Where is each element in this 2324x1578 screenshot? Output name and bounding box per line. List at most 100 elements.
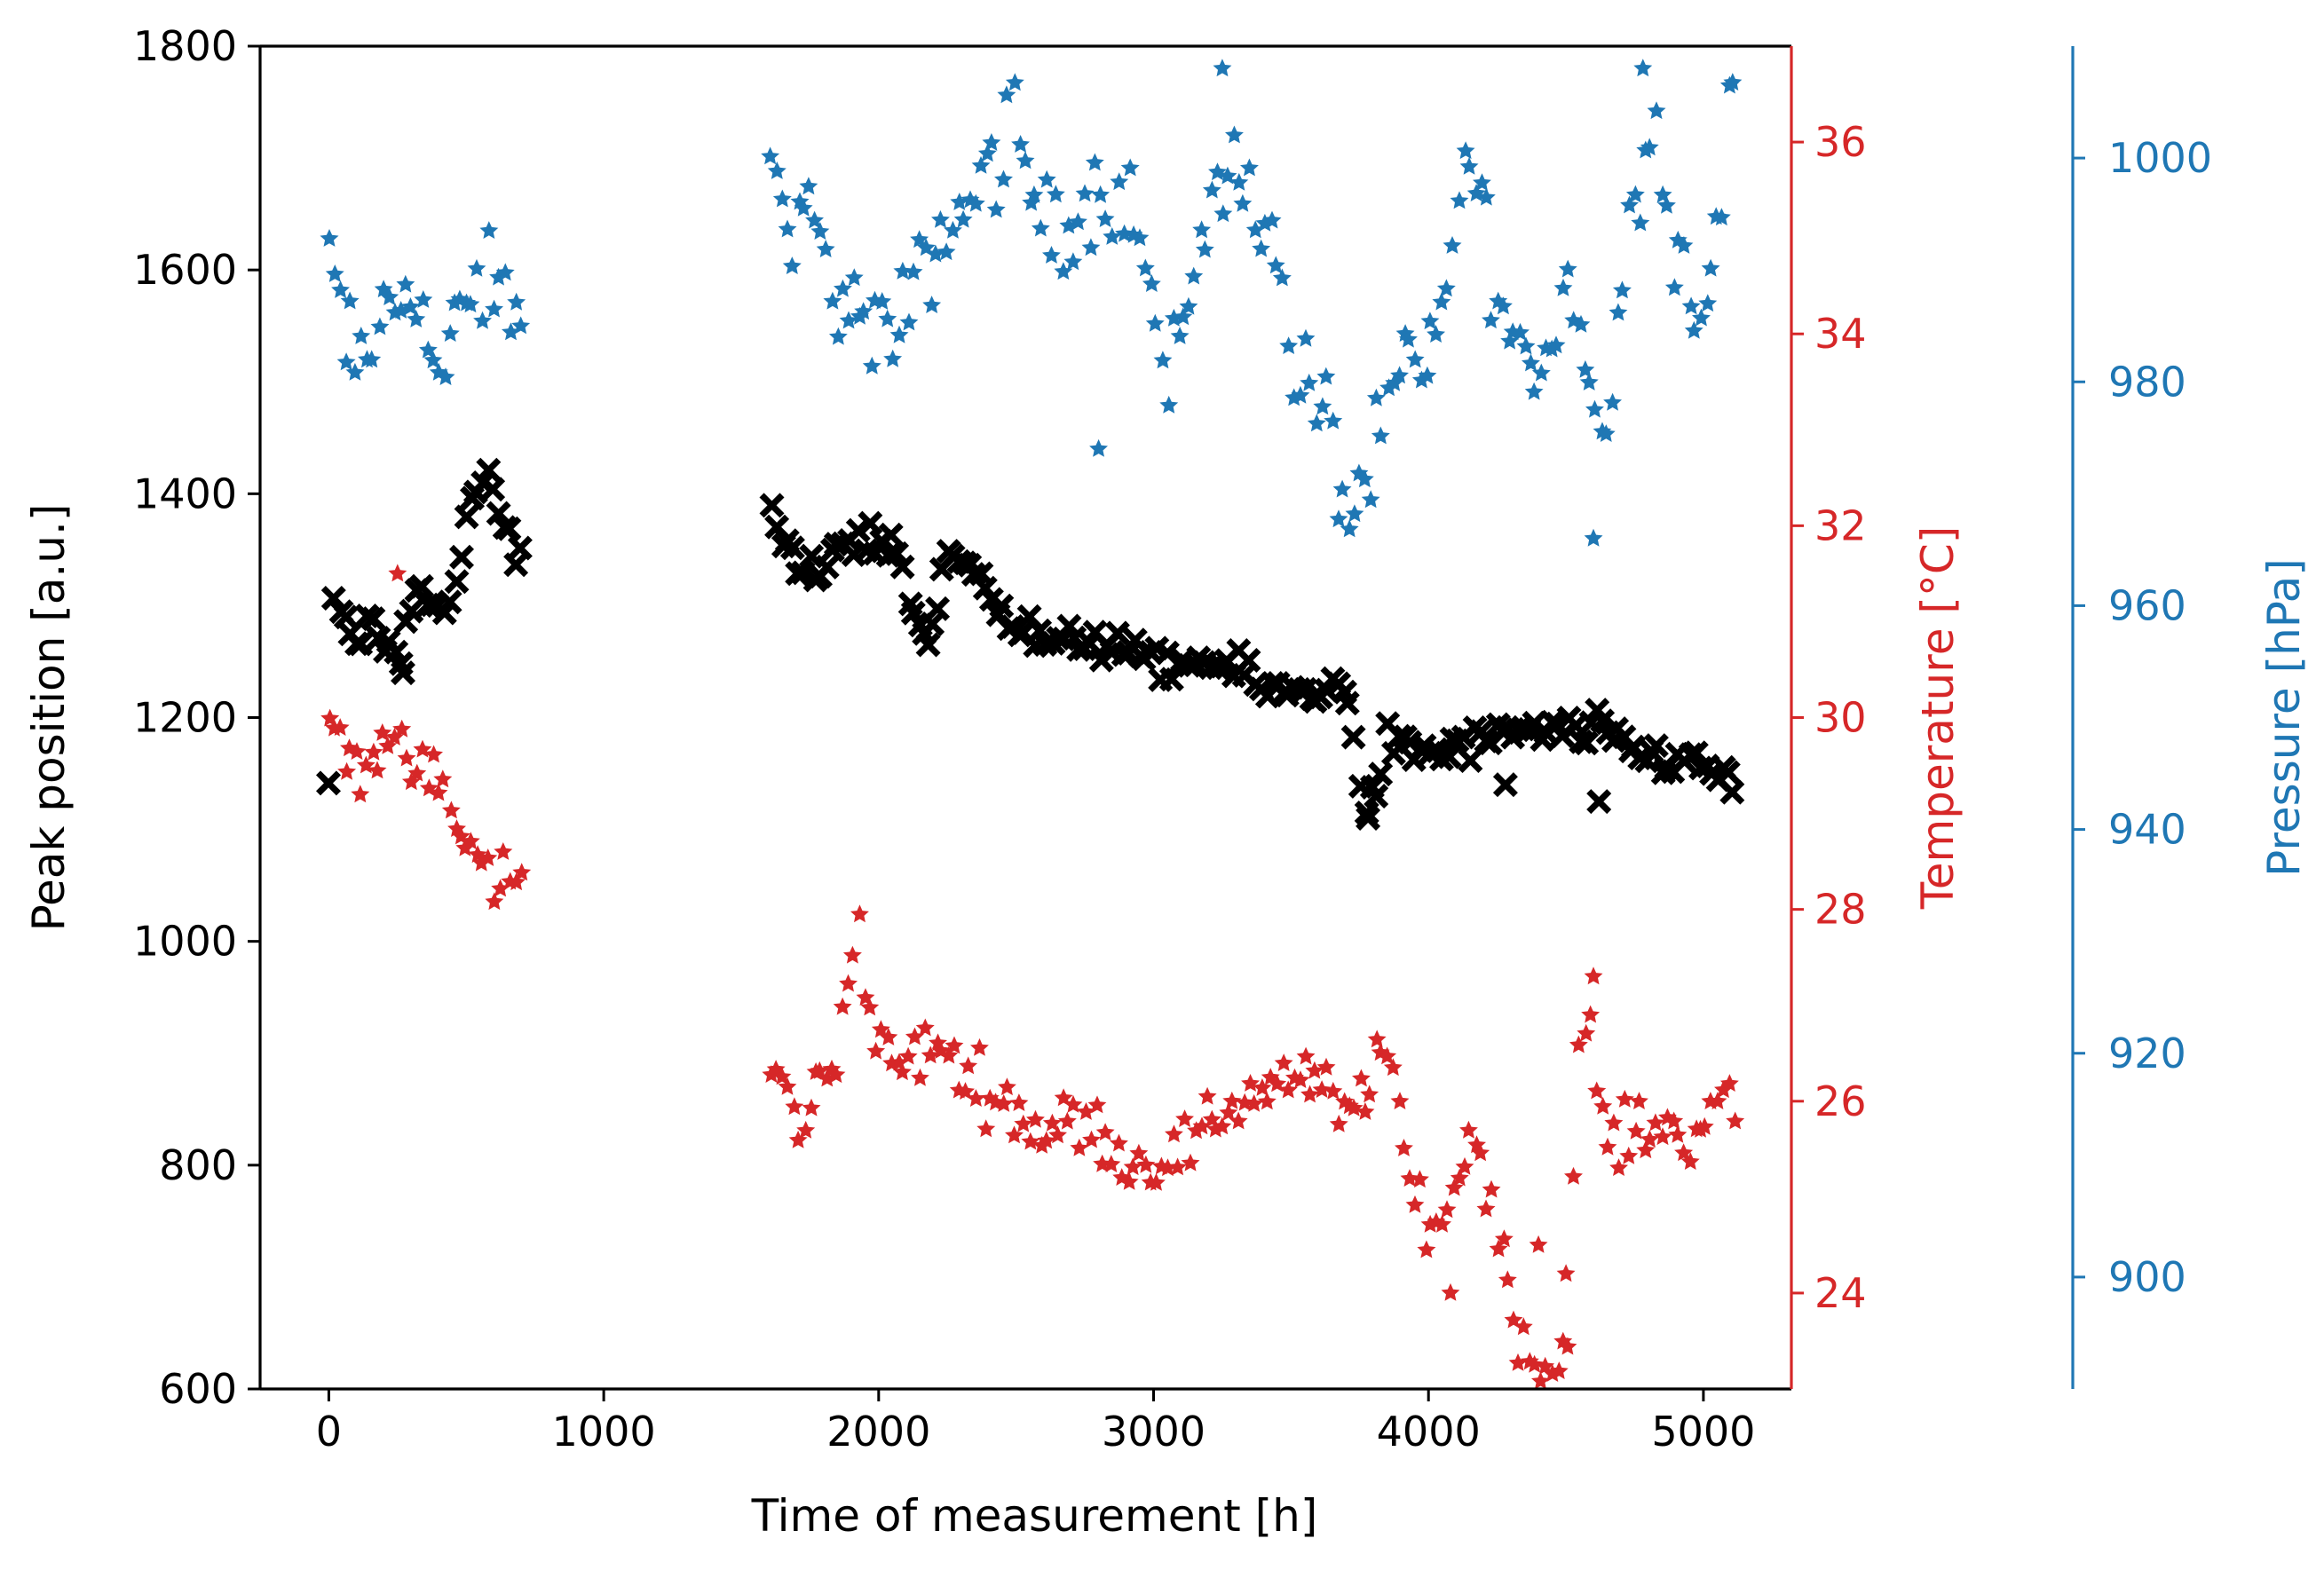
data-point	[1329, 509, 1348, 528]
data-point	[1192, 1116, 1212, 1135]
data-point	[1695, 1116, 1714, 1135]
data-point	[1158, 1158, 1177, 1177]
peak-y-tick-label: 1200	[133, 694, 237, 742]
data-point	[1584, 528, 1603, 547]
data-point	[337, 761, 357, 780]
data-point	[333, 604, 359, 630]
data-point	[1433, 1214, 1451, 1233]
data-point	[945, 1036, 964, 1054]
data-point	[818, 1069, 837, 1087]
data-point	[1291, 385, 1310, 404]
data-point	[1123, 1157, 1142, 1176]
temperature-tick-label: 32	[1814, 501, 1867, 549]
data-point	[1418, 366, 1437, 384]
data-point	[1345, 504, 1364, 523]
data-point	[1443, 236, 1462, 254]
data-point	[1590, 708, 1616, 734]
data-point	[989, 593, 1015, 619]
data-point	[1329, 1114, 1348, 1132]
data-point	[1272, 268, 1292, 287]
x-axis-title: Time of measurement [h]	[751, 1490, 1318, 1542]
temperature-tick-label: 24	[1814, 1269, 1867, 1317]
data-point	[1170, 327, 1190, 344]
data-point	[971, 155, 991, 174]
data-point	[391, 660, 415, 686]
data-point	[1063, 1094, 1083, 1113]
data-point	[414, 290, 433, 308]
data-point	[1723, 73, 1743, 91]
data-point	[790, 560, 816, 586]
data-point	[331, 280, 350, 298]
series-temperature	[320, 564, 1745, 1390]
data-point	[1640, 138, 1659, 156]
data-point	[336, 352, 356, 371]
data-point	[1492, 772, 1518, 798]
data-point	[994, 170, 1013, 188]
data-point	[441, 801, 461, 819]
data-point	[899, 312, 919, 331]
data-point	[1240, 158, 1259, 177]
data-point	[884, 540, 910, 566]
x-tick-label: 1000	[552, 1408, 656, 1456]
data-point	[1664, 1111, 1684, 1130]
data-point	[898, 1046, 918, 1065]
data-point	[1564, 1166, 1583, 1185]
data-point	[839, 974, 858, 992]
data-point	[1674, 1143, 1694, 1162]
data-point	[1192, 220, 1212, 239]
temperature-tick-label: 36	[1814, 118, 1867, 166]
data-point	[893, 1062, 912, 1081]
data-point	[370, 317, 390, 335]
data-point	[937, 242, 956, 261]
data-point	[810, 222, 830, 240]
data-point	[1159, 395, 1179, 414]
data-point	[1279, 336, 1299, 354]
data-point	[1653, 1127, 1672, 1146]
data-point	[449, 544, 474, 570]
data-point	[1524, 382, 1544, 400]
data-point	[1680, 1152, 1700, 1170]
data-point	[1508, 1353, 1528, 1371]
data-point	[1681, 296, 1701, 315]
data-point	[1014, 1114, 1033, 1132]
data-point	[1091, 185, 1111, 203]
data-point	[972, 575, 998, 601]
data-point	[1361, 490, 1380, 509]
data-point	[1420, 1214, 1440, 1233]
data-point	[1316, 367, 1336, 385]
data-point	[433, 769, 453, 788]
data-point	[1558, 1337, 1577, 1355]
data-point	[1609, 303, 1628, 321]
data-point	[1701, 258, 1720, 277]
data-point	[1684, 320, 1703, 339]
data-point	[1056, 613, 1082, 639]
data-point	[471, 853, 491, 872]
data-point	[1274, 1053, 1293, 1071]
data-point	[1476, 1199, 1496, 1218]
data-point	[966, 193, 985, 212]
data-point	[826, 1065, 846, 1084]
data-point	[473, 311, 492, 329]
data-point	[1103, 227, 1122, 245]
data-point	[461, 295, 480, 313]
data-point	[931, 209, 950, 228]
data-point	[1344, 1098, 1364, 1116]
data-point	[1324, 411, 1343, 430]
x-tick-label: 2000	[826, 1408, 930, 1456]
data-point	[494, 842, 513, 860]
data-point	[1142, 274, 1161, 292]
data-point	[444, 569, 470, 595]
data-point	[862, 356, 881, 375]
data-point	[1011, 135, 1030, 153]
data-point	[1482, 1180, 1501, 1198]
data-point	[1135, 258, 1155, 277]
data-point	[507, 535, 533, 561]
data-point	[915, 632, 941, 658]
data-point	[419, 592, 445, 618]
data-point	[400, 297, 420, 315]
data-point	[1585, 399, 1604, 418]
data-point	[396, 274, 415, 293]
data-point	[1625, 185, 1645, 203]
temperature-tick-label: 26	[1814, 1077, 1867, 1125]
data-point	[1082, 1130, 1101, 1148]
